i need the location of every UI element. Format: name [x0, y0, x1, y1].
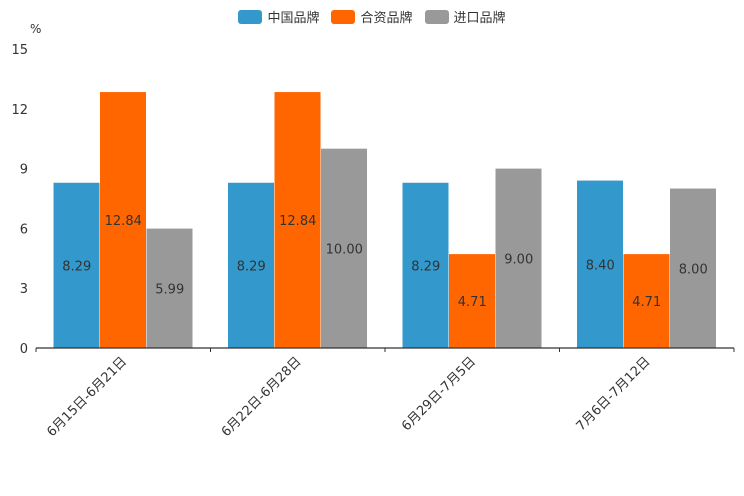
- bar: [577, 180, 623, 348]
- legend-swatch-joint-venture-brand: [331, 9, 356, 24]
- legend-swatch-imported-brand: [424, 9, 449, 24]
- y-tick-label: 3: [20, 282, 28, 297]
- legend-item-china-brand[interactable]: 中国品牌: [238, 7, 319, 26]
- legend-item-joint-venture-brand[interactable]: 合资品牌: [331, 7, 413, 26]
- y-tick-label: 12: [11, 103, 28, 118]
- bar-value-label: 10.00: [326, 242, 363, 257]
- legend-label-imported-brand: 进口品牌: [453, 11, 506, 26]
- bar-value-label: 8.29: [237, 259, 266, 274]
- y-axis-unit: %: [30, 22, 42, 36]
- bar-value-label: 8.40: [586, 258, 615, 273]
- bar-value-label: 8.29: [62, 259, 91, 274]
- y-tick-label: 0: [20, 342, 28, 357]
- legend-swatch-china-brand: [238, 9, 263, 24]
- bar: [623, 254, 670, 348]
- bar-value-label: 4.71: [458, 295, 487, 310]
- bar: [495, 168, 542, 348]
- y-tick-label: 6: [20, 222, 28, 237]
- x-tick-label: 6月22日-6月28日: [219, 354, 305, 440]
- bar: [228, 182, 274, 348]
- bar-value-label: 5.99: [155, 282, 184, 297]
- bar-value-label: 12.84: [105, 214, 142, 229]
- bar: [670, 188, 716, 348]
- x-tick-label: 6月15日-6月21日: [44, 354, 130, 440]
- bar-value-label: 4.71: [632, 295, 661, 310]
- legend-label-china-brand: 中国品牌: [267, 11, 320, 26]
- bar-value-label: 8.29: [411, 259, 440, 274]
- legend-label-joint-venture-brand: 合资品牌: [360, 11, 413, 26]
- legend-item-imported-brand[interactable]: 进口品牌: [424, 7, 506, 26]
- bar: [321, 148, 367, 348]
- legend: 中国品牌 合资品牌 进口品牌: [0, 7, 744, 26]
- bar-value-label: 9.00: [504, 252, 533, 267]
- bar: [146, 228, 193, 348]
- bar-value-label: 12.84: [279, 214, 316, 229]
- bar: [449, 254, 495, 348]
- bar: [274, 92, 321, 348]
- bar: [402, 182, 449, 348]
- x-tick-label: 6月29日-7月5日: [399, 354, 479, 434]
- bar: [53, 182, 100, 348]
- y-tick-label: 15: [11, 43, 28, 58]
- y-tick-label: 9: [20, 163, 28, 178]
- bar-value-label: 8.00: [679, 262, 708, 277]
- x-tick-label: 7月6日-7月12日: [574, 354, 654, 434]
- bar: [100, 92, 146, 348]
